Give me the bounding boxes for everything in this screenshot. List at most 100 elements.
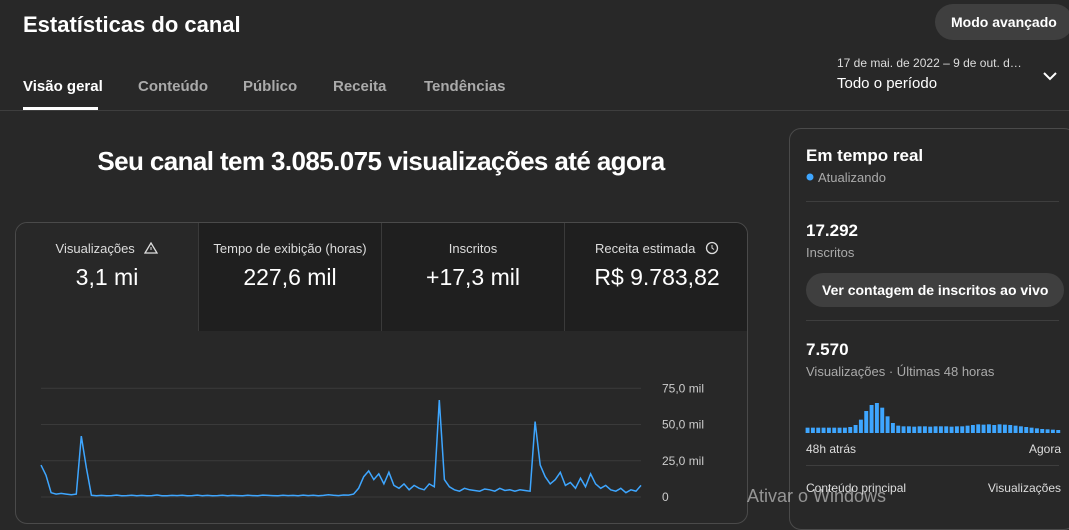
date-range[interactable]: 17 de mai. de 2022 – 9 de out. d… [837, 56, 1022, 70]
clock-icon [705, 241, 719, 255]
bar [992, 425, 997, 433]
bar [890, 423, 895, 433]
bar [986, 424, 991, 433]
bar [997, 424, 1002, 433]
bar [917, 426, 922, 433]
metric-tile[interactable]: Inscritos +17,3 mil [381, 223, 564, 331]
period-label[interactable]: Todo o período [837, 75, 938, 92]
warning-icon [144, 241, 159, 254]
bar [837, 427, 842, 433]
end-label: Agora [1028, 442, 1061, 456]
bar [1018, 426, 1023, 433]
metric-tile[interactable]: Visualizações 3,1 mi [16, 223, 198, 331]
bar [1029, 427, 1034, 433]
bar [874, 403, 879, 433]
views-chart: 0 25,0 mil 50,0 mil 75,0 mil [40, 381, 704, 504]
metric-label: Visualizações [55, 241, 135, 256]
tab[interactable]: Visão geral [23, 78, 103, 95]
realtime-panel: Em tempo real Atualizando 17.292 Inscrit… [789, 128, 1069, 530]
tab[interactable]: Receita [333, 78, 387, 95]
page: Estatísticas do canal Modo avançado Visã… [0, 4, 1069, 530]
subscriber-count: 17.292 [806, 221, 858, 240]
tab-indicator [23, 107, 98, 110]
bar [944, 426, 949, 433]
divider [0, 110, 1069, 111]
metric-value: R$ 9.783,82 [594, 264, 720, 290]
divider [806, 320, 1059, 321]
bar [1040, 429, 1045, 433]
y-tick-label: 50,0 mil [662, 418, 704, 432]
realtime-chart [805, 403, 1061, 433]
bar [960, 426, 965, 433]
metric-tile[interactable]: Receita estimada R$ 9.783,82 [564, 223, 747, 331]
y-tick-label: 25,0 mil [662, 454, 704, 468]
bar [826, 427, 831, 433]
metric-label: Receita estimada [594, 241, 696, 256]
dropdown-icon[interactable] [1042, 70, 1058, 82]
table-header: Visualizações [987, 481, 1061, 495]
y-tick-label: 0 [662, 490, 669, 504]
bar [949, 426, 954, 433]
bar [922, 426, 927, 433]
bar [928, 426, 933, 433]
overview-card: Visualizações 3,1 mi Tempo de exibição (… [15, 222, 748, 524]
bar [1056, 430, 1061, 433]
bar [880, 407, 885, 433]
bar [885, 416, 890, 433]
bar [1008, 425, 1013, 433]
bar [1045, 429, 1050, 433]
bar [1024, 427, 1029, 433]
bar [832, 427, 837, 433]
page-title: Estatísticas do canal [23, 12, 241, 37]
bar [810, 427, 815, 433]
headline: Seu canal tem 3.085.075 visualizações at… [97, 146, 665, 176]
views-count: 7.570 [806, 340, 849, 359]
bar [981, 424, 986, 433]
bar [848, 427, 853, 433]
status-dot [806, 173, 814, 181]
bar [954, 426, 959, 433]
metric-value: 3,1 mi [75, 264, 139, 290]
bar [869, 405, 874, 433]
y-tick-label: 75,0 mil [662, 381, 704, 395]
bar [901, 426, 906, 433]
bar [965, 425, 970, 433]
divider [806, 465, 1059, 466]
metric-label: Inscritos [448, 241, 498, 256]
bar [1013, 425, 1018, 433]
bar [976, 424, 981, 433]
windows-watermark: Ativar o Windows [747, 486, 887, 506]
tab[interactable]: Conteúdo [138, 78, 208, 95]
bar [906, 426, 911, 433]
table-header: Conteúdo principal [806, 481, 907, 495]
tab[interactable]: Público [243, 78, 298, 95]
divider [806, 201, 1059, 202]
bar [805, 427, 810, 433]
start-label: 48h atrás [806, 442, 857, 456]
bar [842, 427, 847, 433]
bar [816, 427, 821, 433]
metric-tile[interactable]: Tempo de exibição (horas) 227,6 mil [198, 223, 381, 331]
status: Atualizando [818, 170, 886, 185]
metric-value: +17,3 mil [426, 264, 520, 290]
bar [912, 426, 917, 433]
line-series [40, 400, 642, 497]
advanced-mode-button[interactable]: Modo avançado [935, 4, 1069, 40]
bar [1034, 428, 1039, 433]
bar [853, 425, 858, 433]
bar [821, 427, 826, 433]
bar [933, 426, 938, 433]
panel-title: Em tempo real [806, 146, 924, 165]
views-label: Visualizações · Últimas 48 horas [806, 364, 995, 379]
bar [896, 425, 901, 433]
bar [938, 426, 943, 433]
tab[interactable]: Tendências [424, 78, 506, 95]
bar [970, 425, 975, 433]
bar [858, 419, 863, 433]
metric-label: Tempo de exibição (horas) [213, 241, 367, 256]
bar [1050, 429, 1055, 433]
metric-value: 227,6 mil [243, 264, 337, 290]
bar [1002, 424, 1007, 433]
live-count-button[interactable]: Ver contagem de inscritos ao vivo [806, 273, 1065, 307]
bar [864, 411, 869, 433]
